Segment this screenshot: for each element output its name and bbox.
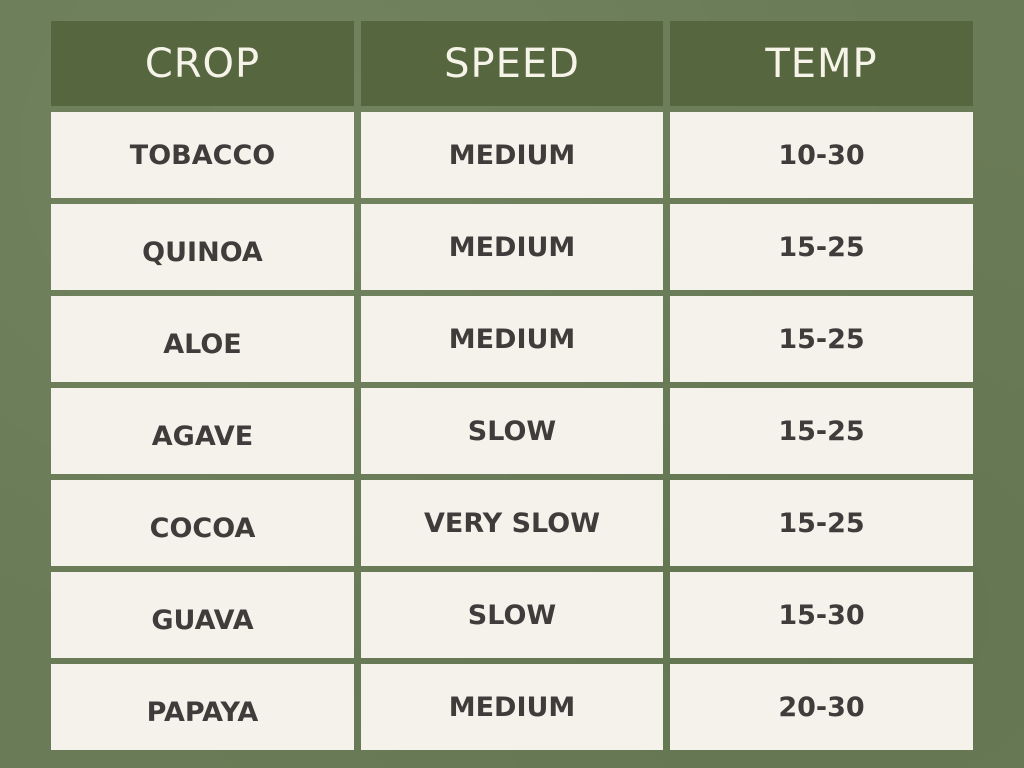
column-header-speed: SPEED bbox=[361, 21, 663, 106]
table-cell-speed: MEDIUM bbox=[361, 296, 663, 382]
table-cell-speed: VERY SLOW bbox=[361, 480, 663, 566]
table-cell-crop: QUINOA bbox=[51, 204, 354, 290]
table-cell-temp: 20-30 bbox=[670, 664, 973, 750]
table-cell-temp: 15-25 bbox=[670, 296, 973, 382]
table-cell-speed: MEDIUM bbox=[361, 664, 663, 750]
table-cell-speed: SLOW bbox=[361, 388, 663, 474]
table-cell-speed: SLOW bbox=[361, 572, 663, 658]
table-cell-temp: 15-30 bbox=[670, 572, 973, 658]
table-cell-crop: COCOA bbox=[51, 480, 354, 566]
table-cell-speed: MEDIUM bbox=[361, 204, 663, 290]
crop-table: CROP SPEED TEMP TOBACCO MEDIUM 10-30 QUINOA MED… bbox=[51, 21, 973, 750]
table-cell-speed: MEDIUM bbox=[361, 112, 663, 198]
table-cell-temp: 15-25 bbox=[670, 388, 973, 474]
column-header-crop: CROP bbox=[51, 21, 354, 106]
table-cell-crop: ALOE bbox=[51, 296, 354, 382]
table-cell-temp: 15-25 bbox=[670, 480, 973, 566]
table-cell-temp: 10-30 bbox=[670, 112, 973, 198]
table-cell-temp: 15-25 bbox=[670, 204, 973, 290]
table-cell-crop: PAPAYA bbox=[51, 664, 354, 750]
table-cell-crop: AGAVE bbox=[51, 388, 354, 474]
table-cell-crop: TOBACCO bbox=[51, 112, 354, 198]
table-cell-crop: GUAVA bbox=[51, 572, 354, 658]
column-header-temp: TEMP bbox=[670, 21, 973, 106]
